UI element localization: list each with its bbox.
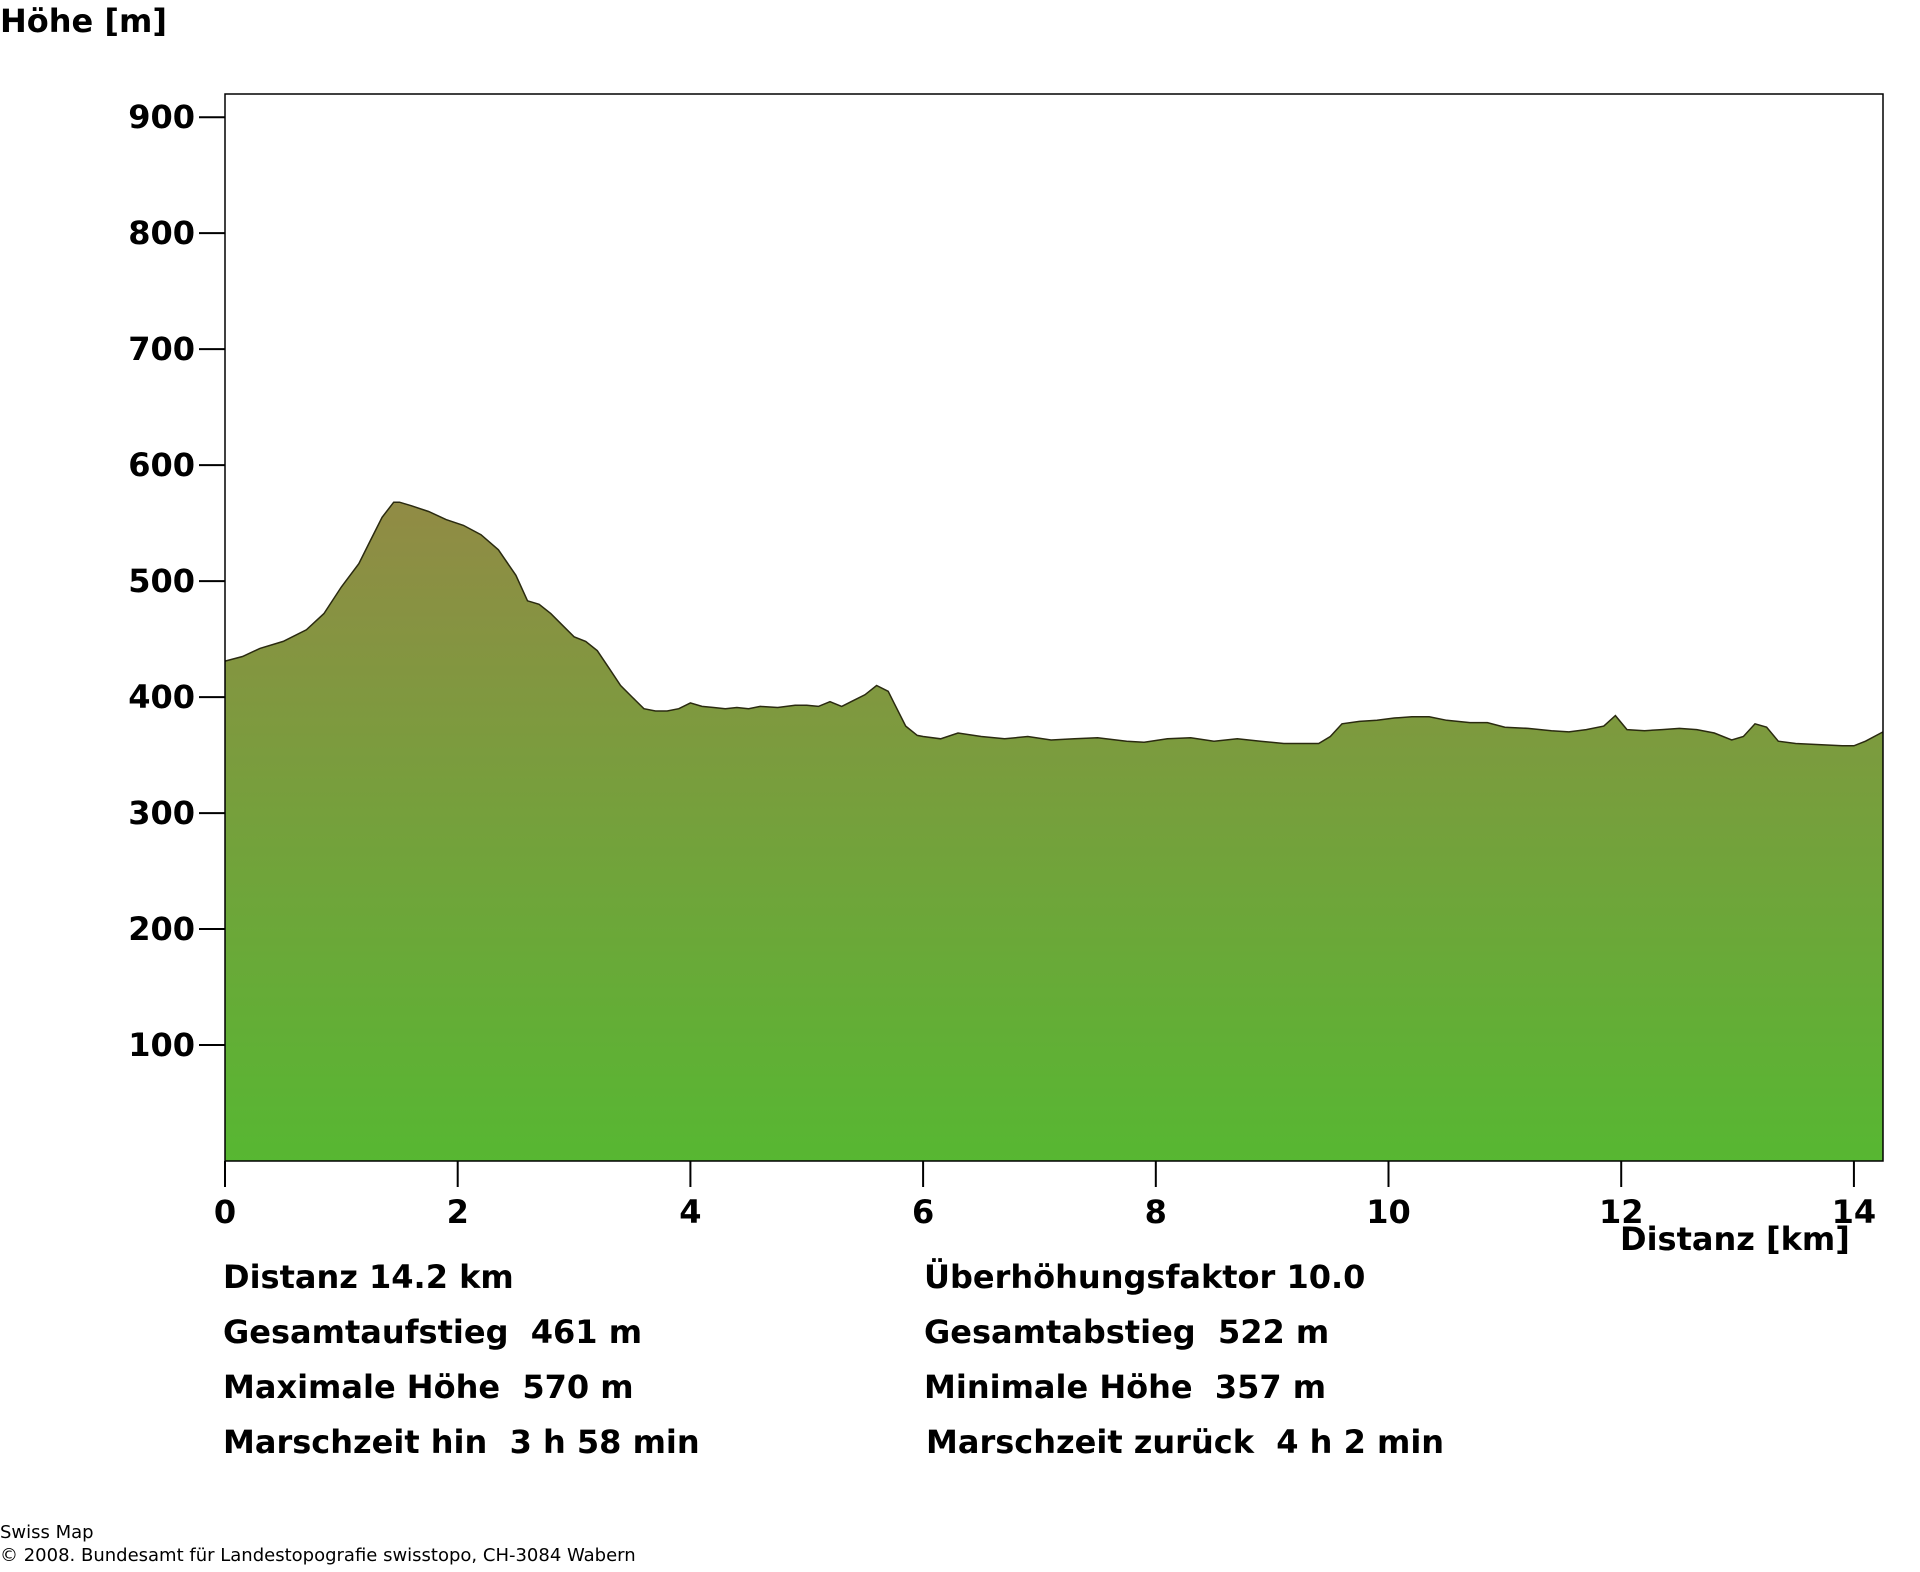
x-tick-label-0: 0 — [214, 1193, 236, 1231]
y-tick-label-100: 100 — [128, 1026, 195, 1064]
stat-distance: Distanz 14.2 km — [223, 1258, 514, 1296]
x-axis-label: Distanz [km] — [1620, 1220, 1850, 1258]
y-tick-label-700: 700 — [128, 330, 195, 368]
plot-area: 100 200 300 400 500 600 700 800 900 0 2 4 6 8 10 12 14 — [128, 93, 1884, 1231]
footer-source: Swiss Map — [0, 1522, 94, 1543]
y-tick-label-800: 800 — [128, 214, 195, 252]
stat-min-elevation: Minimale Höhe 357 m — [924, 1368, 1327, 1406]
x-tick-label-10: 10 — [1366, 1193, 1411, 1231]
stats-left-column: Distanz 14.2 km Gesamtaufstieg 461 m Max… — [0, 0, 700, 1461]
y-tick-label-900: 900 — [128, 98, 195, 136]
x-tick-label-4: 4 — [679, 1193, 701, 1231]
x-tick-label-12: 12 — [1599, 1193, 1644, 1231]
stat-max-elevation: Maximale Höhe 570 m — [223, 1368, 634, 1406]
stats-right-column: Überhöhungsfaktor 10.0 Gesamtabstieg 522… — [0, 0, 1444, 1461]
plot-frame — [224, 93, 1884, 1162]
elevation-area — [225, 502, 1883, 1161]
elevation-line — [224, 501, 1884, 747]
y-tick-label-300: 300 — [128, 794, 195, 832]
y-tick-label-400: 400 — [128, 678, 195, 716]
x-tick-label-2: 2 — [447, 1193, 469, 1231]
stat-total-descent: Gesamtabstieg 522 m — [924, 1313, 1330, 1351]
footer-copyright: © 2008. Bundesamt für Landestopografie s… — [0, 1545, 636, 1566]
stat-total-ascent: Gesamtaufstieg 461 m — [223, 1313, 643, 1351]
y-tick-label-500: 500 — [128, 562, 195, 600]
x-tick-label-8: 8 — [1145, 1193, 1167, 1231]
y-tick-label-200: 200 — [128, 910, 195, 948]
x-tick-label-6: 6 — [912, 1193, 934, 1231]
stat-exaggeration-factor: Überhöhungsfaktor 10.0 — [924, 1258, 1366, 1296]
y-axis-label: Höhe [m] — [0, 2, 167, 40]
stat-walking-time-outbound: Marschzeit hin 3 h 58 min — [223, 1423, 700, 1461]
x-tick-label-14: 14 — [1832, 1193, 1877, 1231]
stat-walking-time-return: Marschzeit zurück 4 h 2 min — [926, 1423, 1445, 1461]
y-tick-label-600: 600 — [128, 446, 195, 484]
